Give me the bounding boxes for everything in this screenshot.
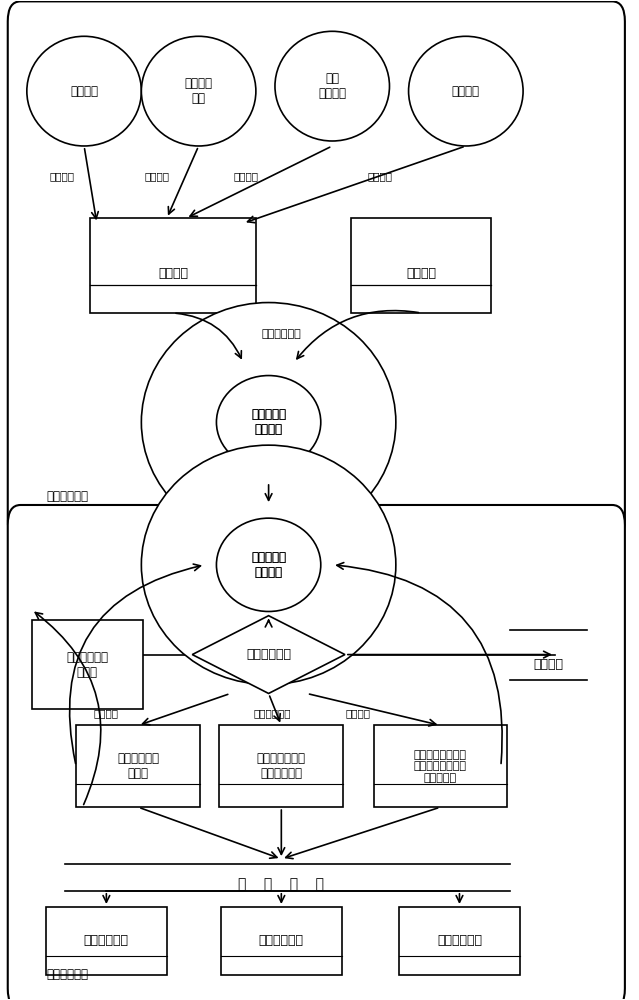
- Text: 信息抽取: 信息抽取: [367, 171, 392, 181]
- Text: 提    供    服    务: 提 供 服 务: [238, 877, 325, 891]
- Text: 信息收集模块: 信息收集模块: [46, 490, 88, 503]
- Ellipse shape: [27, 36, 141, 146]
- Bar: [219, 725, 343, 807]
- Text: 信息抽取: 信息抽取: [49, 171, 74, 181]
- Ellipse shape: [217, 376, 321, 469]
- Text: 全局故障定位: 全局故障定位: [259, 934, 304, 947]
- Text: 生成新数据流转信
息或登陆原始数据
的流转信息: 生成新数据流转信 息或登陆原始数据 的流转信息: [414, 750, 467, 783]
- Text: 信息处理模块: 信息处理模块: [46, 968, 88, 981]
- Text: 数据拆分合并: 数据拆分合并: [253, 708, 291, 718]
- Bar: [221, 907, 342, 975]
- Text: 系统标识: 系统标识: [406, 267, 436, 280]
- Polygon shape: [192, 616, 345, 693]
- Text: 记录日志: 记录日志: [534, 658, 564, 671]
- Text: 数据信息整合: 数据信息整合: [261, 329, 301, 339]
- Text: 判断信息类别: 判断信息类别: [246, 648, 291, 661]
- Text: 接收整合的
数据信息: 接收整合的 数据信息: [251, 551, 286, 579]
- Text: 生成新族谱关
系信息: 生成新族谱关 系信息: [117, 752, 159, 780]
- FancyBboxPatch shape: [8, 1, 625, 540]
- Bar: [399, 907, 520, 975]
- Text: 数据交换: 数据交换: [345, 708, 370, 718]
- Text: 数据
拆分合并: 数据 拆分合并: [318, 72, 346, 100]
- Bar: [351, 218, 491, 313]
- FancyBboxPatch shape: [8, 505, 625, 1000]
- Bar: [46, 907, 167, 975]
- Text: 信息抽取: 信息抽取: [145, 171, 170, 181]
- Ellipse shape: [141, 36, 256, 146]
- Text: 信息生成: 信息生成: [70, 85, 98, 98]
- Bar: [374, 725, 507, 807]
- Ellipse shape: [408, 36, 523, 146]
- Text: 发送整合的
数据信息: 发送整合的 数据信息: [251, 408, 286, 436]
- Text: 目标节点
监控: 目标节点 监控: [185, 77, 213, 105]
- Bar: [31, 620, 143, 709]
- Text: 业务实时监控: 业务实时监控: [84, 934, 129, 947]
- Ellipse shape: [275, 31, 390, 141]
- Ellipse shape: [217, 518, 321, 611]
- Bar: [91, 218, 256, 313]
- Ellipse shape: [141, 445, 396, 684]
- Text: 信息抽取: 信息抽取: [234, 171, 259, 181]
- Text: 发送整合的
数据信息: 发送整合的 数据信息: [251, 408, 286, 436]
- Text: 信息生成: 信息生成: [94, 708, 119, 718]
- Text: 信息追踪溯源: 信息追踪溯源: [437, 934, 482, 947]
- Ellipse shape: [141, 303, 396, 542]
- Text: 接收整合的
数据信息: 接收整合的 数据信息: [251, 551, 286, 579]
- Text: 数据标识: 数据标识: [158, 267, 188, 280]
- Text: 预设的业务流
转信息: 预设的业务流 转信息: [66, 651, 108, 679]
- Text: 数据交换: 数据交换: [452, 85, 480, 98]
- Bar: [76, 725, 200, 807]
- Text: 登陆原始数据的
族谱关系信息: 登陆原始数据的 族谱关系信息: [257, 752, 306, 780]
